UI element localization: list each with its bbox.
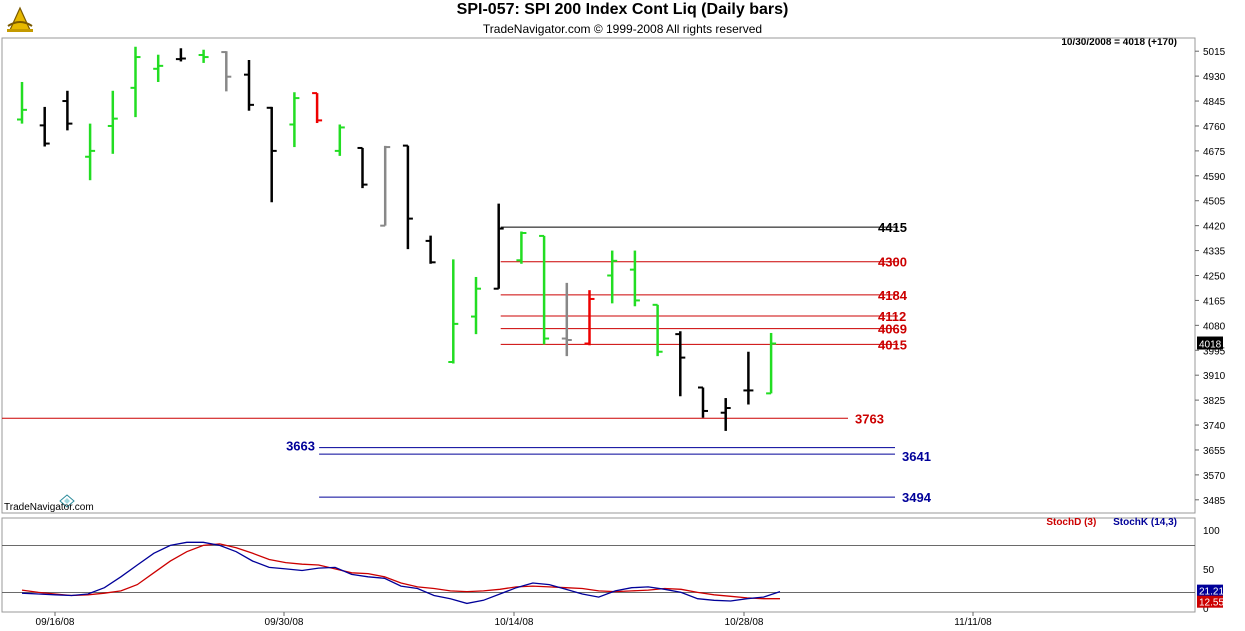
date-tick-label: 09/16/08 <box>36 617 75 628</box>
price-bar <box>85 123 96 181</box>
indicator-tick-label: 50 <box>1203 565 1215 576</box>
price-bar <box>743 351 754 405</box>
level-label: 4415 <box>878 220 907 235</box>
price-bar <box>584 290 595 346</box>
level-label: 3494 <box>902 490 932 505</box>
chart-title: SPI-057: SPI 200 Index Cont Liq (Daily b… <box>456 1 789 18</box>
stoch-k-line <box>21 541 781 605</box>
price-tick-label: 4760 <box>1203 122 1226 133</box>
price-tick-label: 3910 <box>1203 371 1226 382</box>
stoch-k-last-label: 21.21 <box>1199 587 1224 598</box>
price-bar <box>153 54 164 82</box>
price-tick-label: 3995 <box>1203 346 1226 357</box>
date-tick-label: 09/30/08 <box>265 617 304 628</box>
price-tick-label: 4505 <box>1203 197 1226 208</box>
price-bar <box>561 282 572 357</box>
watermark: TradeNavigator.com <box>4 502 94 513</box>
price-bar <box>652 303 663 357</box>
price-bar <box>766 332 777 395</box>
price-tick-label: 4675 <box>1203 147 1226 158</box>
stoch-k-last-box <box>1197 584 1223 597</box>
price-tick-label: 4080 <box>1203 321 1226 332</box>
level-label: 3763 <box>855 411 884 426</box>
price-bar <box>107 90 118 154</box>
price-tick-label: 4590 <box>1203 172 1226 183</box>
watermark-compass-icon <box>59 494 75 508</box>
stoch-k-legend: StochK (14,3) <box>1113 517 1177 528</box>
price-bar <box>539 234 550 345</box>
price-bar <box>448 259 459 364</box>
chart-subtitle: TradeNavigator.com © 1999-2008 All right… <box>482 22 763 36</box>
price-bar <box>198 49 209 63</box>
price-bar <box>289 92 300 148</box>
stoch-d-line <box>21 543 780 600</box>
price-bar <box>221 51 232 92</box>
price-tick-label: 3825 <box>1203 396 1226 407</box>
last-price-box <box>1197 336 1223 350</box>
price-tick-label: 4845 <box>1203 97 1226 108</box>
price-bar <box>39 106 50 147</box>
price-bar <box>720 398 731 431</box>
indicator-legend: StochD (3) StochK (14,3) <box>1046 517 1177 528</box>
date-tick-label: 10/28/08 <box>725 617 764 628</box>
indicator-tick-label: 0 <box>1203 604 1209 615</box>
level-label: 4015 <box>878 337 907 352</box>
price-tick-label: 4165 <box>1203 296 1226 307</box>
price-tick-label: 3485 <box>1203 496 1226 507</box>
price-tick-label: 4420 <box>1203 222 1226 233</box>
level-label: 4300 <box>878 255 907 270</box>
price-bar <box>312 92 323 124</box>
price-bar <box>380 145 391 227</box>
stoch-d-last-box <box>1197 595 1223 608</box>
level-label: 4112 <box>878 309 906 324</box>
stoch-d-legend: StochD (3) <box>1046 517 1097 528</box>
price-bar <box>675 331 686 397</box>
price-bar <box>607 250 618 304</box>
price-bar <box>471 276 481 335</box>
date-tick-label: 10/14/08 <box>495 617 534 628</box>
level-label: 4069 <box>878 322 907 337</box>
trade-navigator-logo-icon <box>7 6 33 32</box>
price-tick-label: 3570 <box>1203 471 1226 482</box>
price-bar <box>425 235 436 264</box>
stoch-d-last-label: 12.55 <box>1199 598 1224 609</box>
price-bar <box>357 146 368 189</box>
price-bar <box>62 90 73 131</box>
level-label: 3663 <box>286 439 315 454</box>
indicator-panel-frame <box>1 517 1196 613</box>
price-bar <box>17 81 27 124</box>
date-tick-label: 11/11/08 <box>954 617 992 628</box>
price-bar <box>175 48 186 62</box>
level-label: 4184 <box>878 288 908 303</box>
price-tick-label: 5015 <box>1203 47 1226 58</box>
price-tick-label: 3740 <box>1203 421 1226 432</box>
price-bar <box>493 203 504 290</box>
last-price-label: 4018 <box>1199 340 1222 351</box>
price-bar <box>516 231 527 264</box>
price-tick-label: 4930 <box>1203 72 1226 83</box>
price-bar <box>266 106 277 203</box>
price-bar <box>629 250 640 307</box>
price-bar <box>244 59 254 111</box>
indicator-tick-label: 100 <box>1203 526 1220 537</box>
price-tick-label: 4250 <box>1203 272 1226 283</box>
price-bar <box>402 144 413 250</box>
price-tick-label: 3655 <box>1203 446 1226 457</box>
price-bar <box>334 124 345 156</box>
price-tick-label: 4335 <box>1203 247 1226 258</box>
price-bar <box>698 386 708 418</box>
price-bar <box>130 46 141 118</box>
last-quote: 10/30/2008 = 4018 (+170) <box>1061 37 1177 48</box>
price-panel-frame <box>1 37 1196 514</box>
level-label: 3641 <box>902 449 931 464</box>
